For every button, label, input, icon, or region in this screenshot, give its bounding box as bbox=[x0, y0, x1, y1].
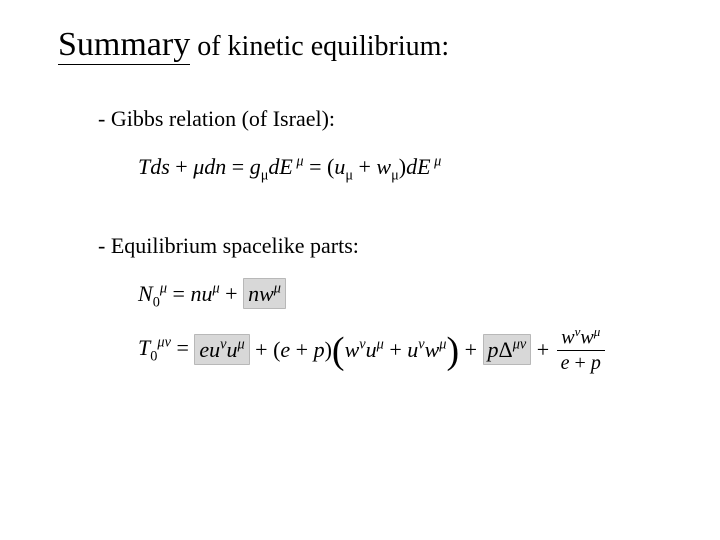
highlight-nw: nwμ bbox=[243, 278, 286, 309]
slide-content: Summary of kinetic equilibrium: - Gibbs … bbox=[0, 0, 720, 415]
title-main-word: Summary bbox=[58, 26, 190, 65]
eq2b-content: T0μν = euνuμ + (e + p)(wνuμ + uνwμ) + pΔ… bbox=[138, 335, 607, 360]
equation-T0: T0μν = euνuμ + (e + p)(wνuμ + uνwμ) + pΔ… bbox=[138, 325, 672, 375]
bullet-prefix-2: - bbox=[98, 233, 111, 258]
equation-gibbs: Tds + μdn = gμdE μ = (uμ + wμ)dE μ bbox=[138, 154, 672, 185]
highlight-pdelta: pΔμν bbox=[483, 334, 532, 365]
slide-title: Summary of kinetic equilibrium: bbox=[58, 26, 672, 64]
title-rest: of kinetic equilibrium: bbox=[190, 31, 449, 62]
eq2a-content: N0μ = nuμ + nwμ bbox=[138, 281, 286, 306]
bullet-gibbs: - Gibbs relation (of Israel): bbox=[98, 106, 672, 132]
bullet-text: Gibbs relation (of Israel): bbox=[111, 106, 335, 131]
bullet-spacelike: - Equilibrium spacelike parts: bbox=[98, 233, 672, 259]
eq1-content: Tds + μdn = gμdE μ = (uμ + wμ)dE μ bbox=[138, 154, 441, 179]
equation-N0: N0μ = nuμ + nwμ bbox=[138, 281, 672, 312]
bullet-text-2: Equilibrium spacelike parts: bbox=[111, 233, 359, 258]
bullet-prefix: - bbox=[98, 106, 111, 131]
highlight-euu: euνuμ bbox=[194, 334, 249, 365]
fraction-ww-over-ep: wνwμ e + p bbox=[557, 325, 605, 375]
